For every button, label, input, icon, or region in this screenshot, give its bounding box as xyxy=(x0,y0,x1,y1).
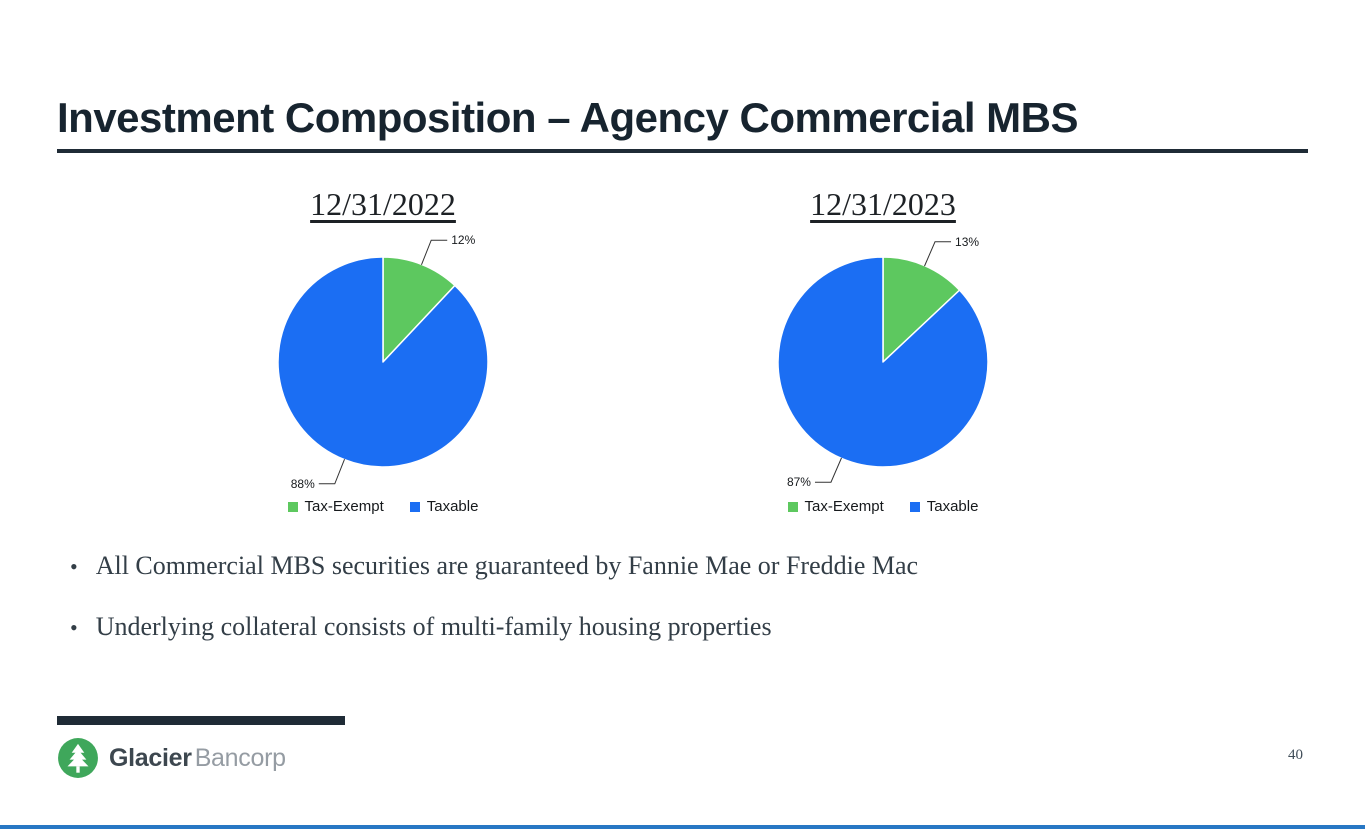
legend-item-taxable: Taxable xyxy=(409,498,479,515)
glacier-logo-icon xyxy=(58,738,98,778)
legend-item-tax-exempt: Tax-Exempt xyxy=(787,498,884,515)
bottom-accent-line xyxy=(0,825,1365,829)
bullet-list: • All Commercial MBS securities are guar… xyxy=(70,551,1250,673)
legend-label-tax-exempt: Tax-Exempt xyxy=(804,498,884,515)
brand-logo-block: Glacier Bancorp xyxy=(57,737,286,779)
legend-item-tax-exempt: Tax-Exempt xyxy=(287,498,384,515)
legend-label-taxable: Taxable xyxy=(926,498,979,515)
bullet-text: All Commercial MBS securities are guaran… xyxy=(95,551,919,580)
chart-legend-2023: Tax-Exempt Taxable xyxy=(668,498,1098,515)
legend-item-taxable: Taxable xyxy=(909,498,979,515)
brand-name-bold: Glacier xyxy=(109,743,192,772)
svg-text:87%: 87% xyxy=(787,475,811,489)
slide-title: Investment Composition – Agency Commerci… xyxy=(57,94,1079,141)
chart-title-2023: 12/31/2023 xyxy=(810,186,956,222)
title-underline xyxy=(57,149,1308,153)
bullet-text: Underlying collateral consists of multi-… xyxy=(95,611,772,641)
legend-swatch-tax-exempt xyxy=(787,501,798,512)
legend-swatch-taxable xyxy=(909,501,920,512)
brand-name: Glacier Bancorp xyxy=(109,744,286,773)
legend-label-tax-exempt: Tax-Exempt xyxy=(304,498,384,515)
bullet-marker: • xyxy=(70,614,78,640)
legend-label-taxable: Taxable xyxy=(426,498,479,515)
chart-legend-2022: Tax-Exempt Taxable xyxy=(168,498,598,515)
svg-text:12%: 12% xyxy=(451,233,475,247)
pie-chart-2022: 12/31/2022 12% 88% Tax-Exempt Taxable xyxy=(168,186,598,515)
legend-swatch-taxable xyxy=(409,501,420,512)
chart-title-wrap: 12/31/2023 xyxy=(668,186,1098,230)
chart-title-wrap: 12/31/2022 xyxy=(168,186,598,230)
pie-chart-2023: 12/31/2023 13% 87% Tax-Exempt Taxable xyxy=(668,186,1098,515)
brand-name-light: Bancorp xyxy=(194,743,286,772)
pie-svg-2022: 12% 88% xyxy=(277,233,489,491)
legend-swatch-tax-exempt xyxy=(287,501,298,512)
svg-text:88%: 88% xyxy=(291,477,315,491)
page-number: 40 xyxy=(1288,747,1303,763)
bullet-item: • Underlying collateral consists of mult… xyxy=(70,612,1250,644)
footer-bar xyxy=(57,716,345,725)
svg-text:13%: 13% xyxy=(955,235,979,249)
pie-svg-2023: 13% 87% xyxy=(777,235,989,489)
bullet-item: • All Commercial MBS securities are guar… xyxy=(70,551,1250,583)
bullet-marker: • xyxy=(70,554,78,579)
chart-title-2022: 12/31/2022 xyxy=(310,186,456,222)
